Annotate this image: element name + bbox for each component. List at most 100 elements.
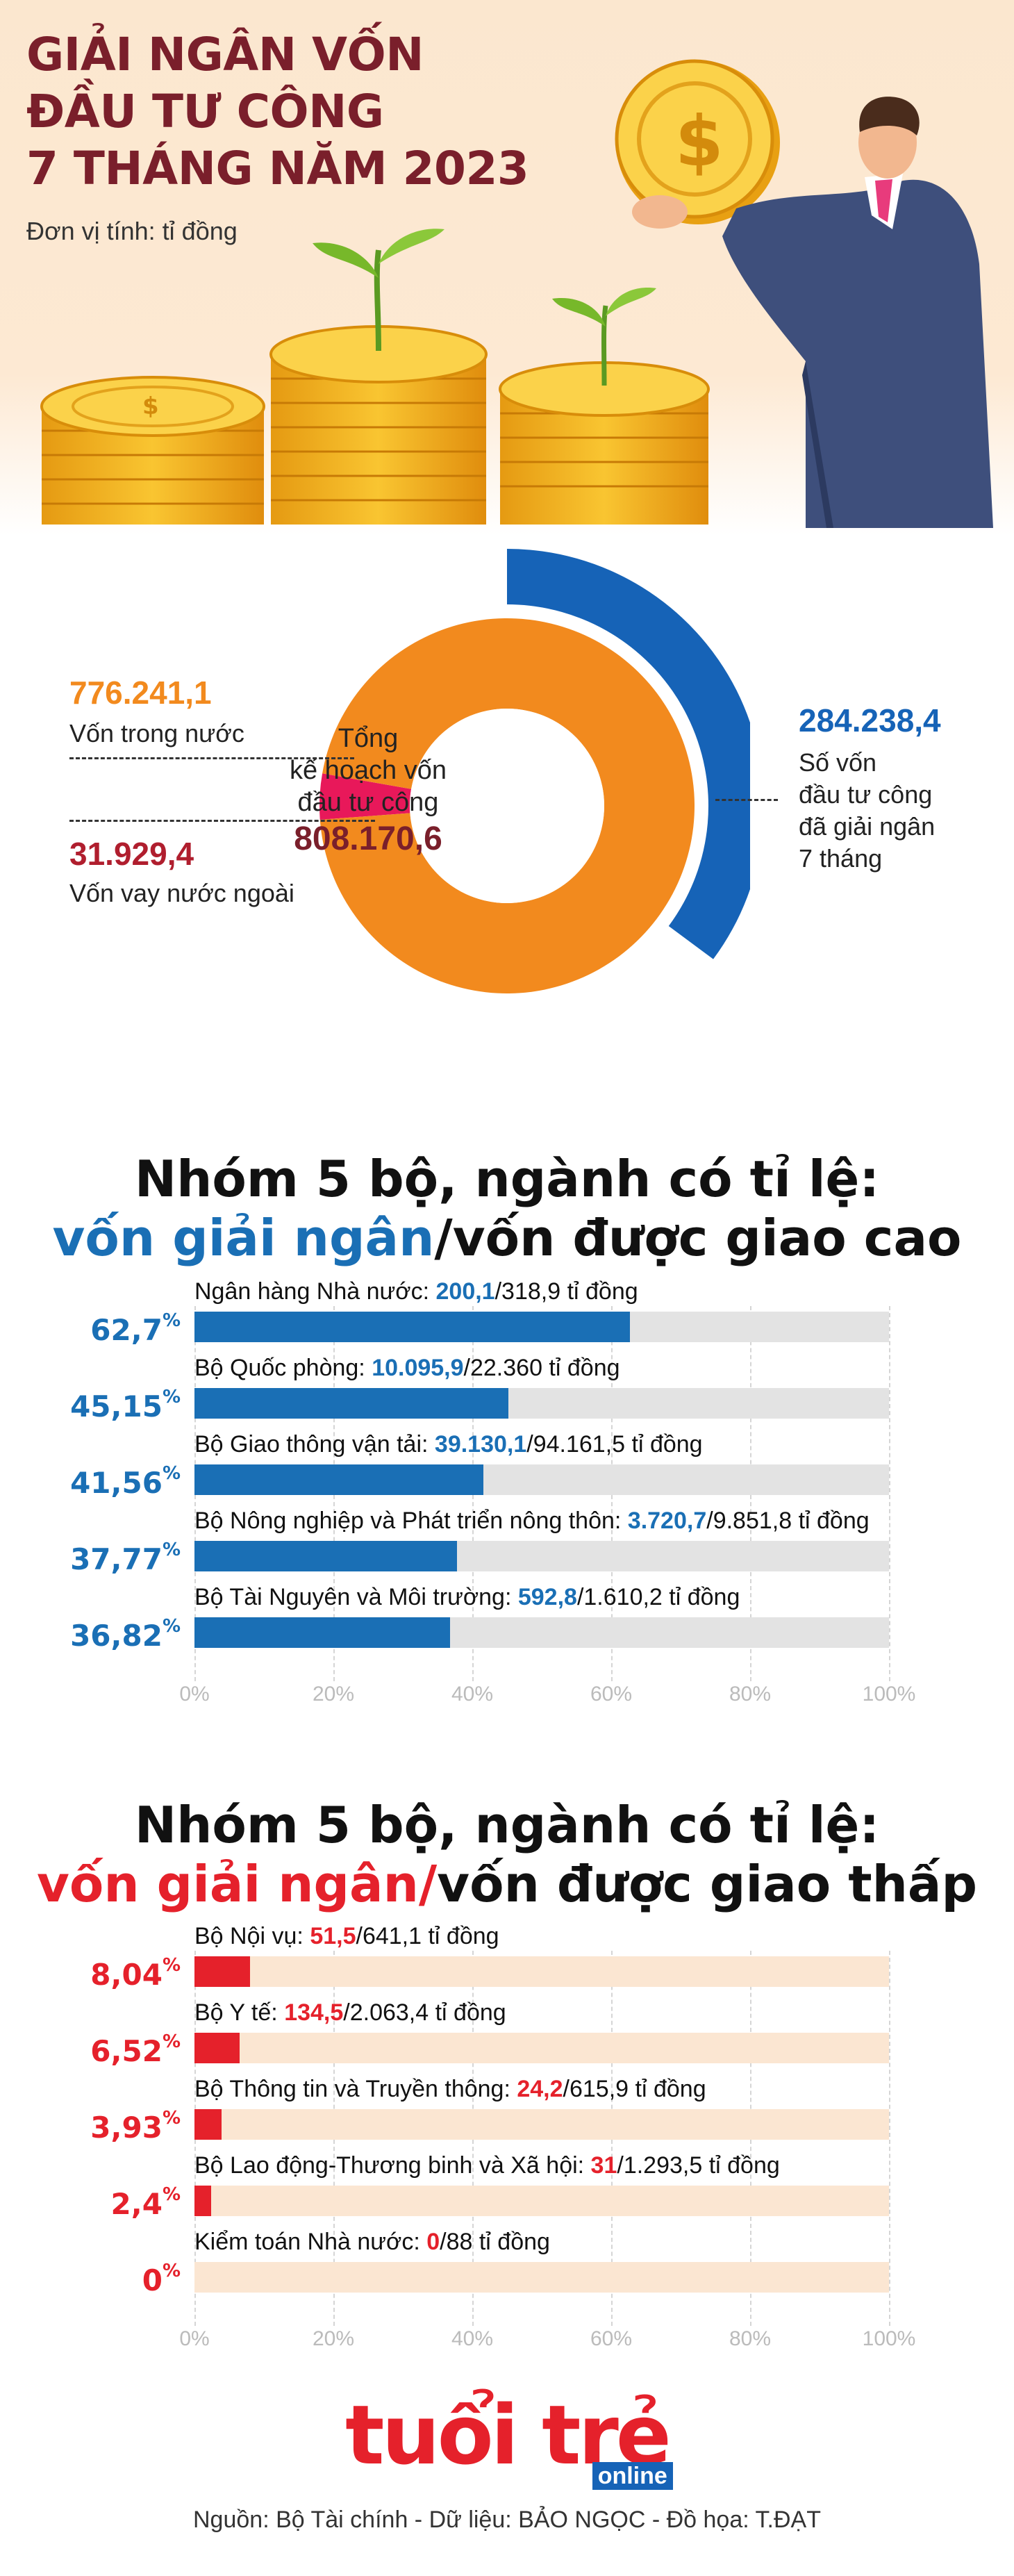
domestic-label: Vốn trong nước [69, 719, 244, 748]
high-row-label: Bộ Tài Nguyên và Môi trường: 592,8/1.610… [194, 1584, 740, 1611]
high-tick-label: 0% [179, 1683, 210, 1706]
low-row-assigned: /615,9 tỉ đồng [563, 2076, 706, 2102]
low-bar [194, 1956, 251, 1987]
high-bar [194, 1312, 630, 1342]
high-row-disbursed: 3.720,7 [627, 1508, 707, 1534]
high-pct-sign: % [162, 1539, 181, 1560]
disbursed-label-line-4: 7 tháng [799, 844, 883, 873]
high-pct-value: 37,77 [70, 1542, 163, 1576]
disbursed-label-line-2: đầu tư công [799, 780, 933, 809]
high-row-name: Bộ Nông nghiệp và Phát triển nông thôn: [194, 1508, 628, 1534]
low-pct-value: 3,93 [90, 2111, 163, 2145]
low-bar [194, 2186, 211, 2216]
high-row-assigned: /94.161,5 tỉ đồng [526, 1431, 703, 1458]
high-tick-label: 40% [451, 1683, 494, 1706]
high-pct-value: 36,82 [70, 1619, 163, 1653]
high-row-name: Bộ Tài Nguyên và Môi trường: [194, 1584, 518, 1610]
high-chart-title-rest: /vốn được giao cao [434, 1209, 962, 1267]
high-pct-value: 62,7 [90, 1313, 163, 1347]
foreign-value: 31.929,4 [69, 836, 194, 872]
low-tick-label: 0% [179, 2327, 210, 2350]
high-tick-label: 20% [312, 1683, 355, 1706]
high-row-assigned: /1.610,2 tỉ đồng [576, 1584, 740, 1610]
high-row-disbursed: 592,8 [517, 1584, 577, 1610]
low-row-name: Bộ Nội vụ: [194, 1923, 310, 1949]
high-row-label: Bộ Nông nghiệp và Phát triển nông thôn: … [194, 1508, 870, 1535]
high-pct-value: 41,56 [70, 1466, 163, 1500]
high-row-name: Bộ Giao thông vận tải: [194, 1431, 435, 1458]
donut-center-line-3: đầu tư công [297, 788, 439, 817]
high-row-disbursed: 10.095,9 [372, 1355, 464, 1381]
low-bar-track [194, 2109, 889, 2140]
high-bar [194, 1464, 483, 1495]
donut-slice-disbursed [507, 549, 750, 959]
high-row-label: Bộ Quốc phòng: 10.095,9/22.360 tỉ đồng [194, 1355, 620, 1382]
title-line-1: GIẢI NGÂN VỐN [26, 28, 424, 81]
high-pct-sign: % [162, 1616, 181, 1637]
high-bar [194, 1617, 451, 1648]
low-pct-label: 2,4% [69, 2184, 181, 2221]
low-pct-sign: % [162, 1955, 181, 1976]
title-line-3: 7 THÁNG NĂM 2023 [26, 142, 529, 195]
low-pct-value: 0 [142, 2263, 163, 2297]
foreign-leader-line [69, 820, 375, 822]
low-row-label: Bộ Y tế: 134,5/2.063,4 tỉ đồng [194, 1999, 506, 2026]
low-row-disbursed: 24,2 [517, 2076, 563, 2102]
high-pct-sign: % [162, 1310, 181, 1331]
low-bar [194, 2033, 240, 2063]
low-row-assigned: /88 tỉ đồng [440, 2229, 550, 2255]
low-tick-label: 60% [590, 2327, 633, 2350]
low-pct-value: 6,52 [90, 2034, 163, 2068]
low-row-label: Kiểm toán Nhà nước: 0/88 tỉ đồng [194, 2229, 550, 2256]
low-bar-track [194, 2186, 889, 2216]
low-tick-label: 40% [451, 2327, 494, 2350]
low-row-label: Bộ Thông tin và Truyền thông: 24,2/615,9… [194, 2076, 706, 2103]
svg-text:$: $ [675, 101, 724, 182]
high-row-label: Ngân hàng Nhà nước: 200,1/318,9 tỉ đồng [194, 1278, 638, 1305]
high-pct-label: 45,15% [69, 1387, 181, 1423]
high-row-disbursed: 200,1 [435, 1278, 495, 1305]
low-row-name: Bộ Y tế: [194, 1999, 285, 2026]
logo-sub-text: online [592, 2462, 673, 2490]
high-tick-label: 60% [590, 1683, 633, 1706]
low-pct-label: 8,04% [69, 1955, 181, 1992]
high-bar [194, 1388, 508, 1419]
high-bar [194, 1541, 457, 1571]
high-pct-label: 62,7% [69, 1310, 181, 1347]
low-pct-value: 2,4 [110, 2187, 163, 2221]
domestic-leader-line [69, 757, 354, 759]
foreign-label: Vốn vay nước ngoài [69, 879, 294, 907]
low-row-label: Bộ Nội vụ: 51,5/641,1 tỉ đồng [194, 1923, 499, 1950]
high-chart-title-line-1: Nhóm 5 bộ, ngành có tỉ lệ: [134, 1150, 880, 1208]
high-chart-title-highlight: vốn giải ngân [52, 1209, 435, 1267]
low-chart-title-line-2: vốn giải ngân/vốn được giao thấp [0, 1855, 1014, 1913]
high-row-label: Bộ Giao thông vận tải: 39.130,1/94.161,5… [194, 1431, 703, 1458]
high-row-assigned: /22.360 tỉ đồng [463, 1355, 620, 1381]
low-row-name: Kiểm toán Nhà nước: [194, 2229, 427, 2255]
low-pct-sign: % [162, 2031, 181, 2052]
low-pct-sign: % [162, 2108, 181, 2129]
disbursed-label-line-3: đã giải ngân [799, 812, 936, 841]
hero-illustration: $ $ [40, 59, 993, 528]
low-pct-sign: % [162, 2261, 181, 2281]
disbursed-label: Số vốn đầu tư công đã giải ngân 7 tháng [799, 747, 935, 875]
low-chart-title-line-1: Nhóm 5 bộ, ngành có tỉ lệ: [134, 1796, 880, 1854]
low-bar-track [194, 2033, 889, 2063]
high-pct-label: 36,82% [69, 1616, 181, 1653]
businessman-icon [632, 97, 993, 528]
low-tick-label: 20% [312, 2327, 355, 2350]
low-pct-label: 6,52% [69, 2031, 181, 2068]
donut-slice-domestic [319, 618, 695, 993]
gold-coin-icon: $ [615, 59, 780, 224]
high-row-name: Bộ Quốc phòng: [194, 1355, 372, 1381]
low-bar [194, 2109, 222, 2140]
title-line-2: ĐẦU TƯ CÔNG [26, 85, 384, 138]
low-tick-label: 100% [862, 2327, 916, 2350]
unit-label: Đơn vị tính: tỉ đồng [26, 217, 238, 245]
coin-stack-right-icon [499, 288, 710, 525]
svg-text:$: $ [142, 393, 159, 420]
low-chart-title-rest: vốn được giao thấp [437, 1855, 978, 1913]
high-row-assigned: /318,9 tỉ đồng [494, 1278, 638, 1305]
high-pct-value: 45,15 [70, 1389, 163, 1423]
low-row-assigned: /1.293,5 tỉ đồng [617, 2152, 780, 2179]
